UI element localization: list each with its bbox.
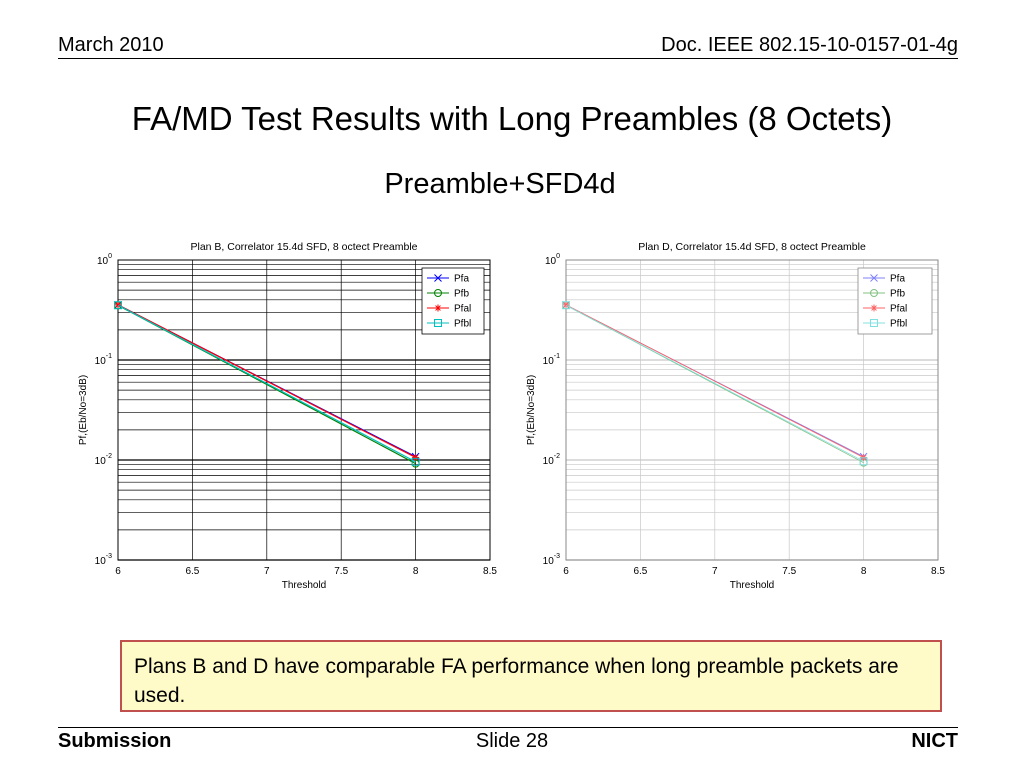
- x-axis-label: Threshold: [282, 580, 326, 591]
- header-rule: [58, 58, 958, 59]
- x-tick-label: 6: [563, 566, 569, 577]
- header-doc-id: Doc. IEEE 802.15-10-0157-01-4g: [661, 34, 958, 56]
- series-line-pfal: [117, 304, 416, 459]
- legend-marker: [434, 274, 442, 282]
- legend-label: Pfbl: [454, 319, 471, 330]
- chart-title: Plan D, Correlator 15.4d SFD, 8 octect P…: [638, 241, 866, 253]
- footer-org: NICT: [911, 730, 958, 752]
- y-tick-label: 10-2: [95, 453, 112, 467]
- legend-marker: [434, 289, 442, 297]
- legend-label: Pfa: [454, 274, 469, 285]
- data-point-pfal: [412, 453, 420, 461]
- conclusion-note: Plans B and D have comparable FA perform…: [120, 640, 942, 712]
- y-tick-label: 10-1: [95, 353, 112, 367]
- x-tick-label: 8: [413, 566, 419, 577]
- data-point-pfal: [114, 301, 122, 309]
- chart-plan-d: Plan D, Correlator 15.4d SFD, 8 octect P…: [526, 241, 945, 591]
- plot-frame: [565, 259, 939, 561]
- legend-marker: [434, 304, 442, 312]
- data-point-pfal: [562, 301, 570, 309]
- x-tick-label: 7.5: [334, 566, 348, 577]
- x-tick-label: 7.5: [782, 566, 796, 577]
- y-axis-label: Pf,(Eb/No=3dB): [78, 375, 89, 445]
- legend-marker: [870, 274, 878, 282]
- x-tick-label: 6.5: [185, 566, 199, 577]
- legend-label: Pfbl: [890, 319, 907, 330]
- series-line-pfal: [565, 304, 864, 458]
- data-point-pfbl: [411, 457, 420, 466]
- legend-marker: [434, 319, 442, 327]
- x-tick-label: 6.5: [633, 566, 647, 577]
- x-tick-label: 6: [115, 566, 121, 577]
- slide-title: FA/MD Test Results with Long Preambles (…: [131, 100, 893, 137]
- legend-label: Pfb: [454, 289, 469, 300]
- x-tick-label: 8: [861, 566, 867, 577]
- y-tick-label: 10-1: [543, 353, 560, 367]
- x-tick-label: 8.5: [483, 566, 497, 577]
- legend-marker: [870, 319, 878, 327]
- data-point-pfbl: [562, 301, 570, 310]
- y-tick-label: 100: [97, 253, 112, 267]
- footer-rule: [58, 727, 958, 728]
- data-point-pfbl: [114, 301, 122, 310]
- y-tick-label: 10-3: [543, 553, 560, 567]
- x-tick-label: 8.5: [931, 566, 945, 577]
- y-axis-label: Pf,(Eb/No=3dB): [526, 375, 537, 445]
- legend-label: Pfb: [890, 289, 905, 300]
- slide-subtitle: Preamble+SFD4d: [384, 168, 616, 200]
- y-tick-label: 100: [545, 253, 560, 267]
- legend-label: Pfal: [454, 304, 471, 315]
- chart-title: Plan B, Correlator 15.4d SFD, 8 octect P…: [190, 241, 417, 253]
- footer-submission: Submission: [58, 730, 172, 752]
- data-point-pfbl: [859, 457, 868, 466]
- y-tick-label: 10-3: [95, 553, 112, 567]
- x-tick-label: 7: [264, 566, 270, 577]
- plot-frame: [117, 259, 491, 561]
- legend-marker: [870, 289, 878, 297]
- legend-marker: [870, 304, 878, 312]
- footer-slide-number: Slide 28: [475, 730, 549, 752]
- y-tick-label: 10-2: [543, 453, 560, 467]
- legend-label: Pfal: [890, 304, 907, 315]
- legend-label: Pfa: [890, 274, 905, 285]
- x-tick-label: 7: [712, 566, 718, 577]
- series-line-pfbl: [565, 304, 864, 462]
- header-date: March 2010: [58, 34, 164, 56]
- chart-plan-b: Plan B, Correlator 15.4d SFD, 8 octect P…: [78, 241, 497, 591]
- x-axis-label: Threshold: [730, 580, 774, 591]
- series-line-pfbl: [117, 304, 416, 463]
